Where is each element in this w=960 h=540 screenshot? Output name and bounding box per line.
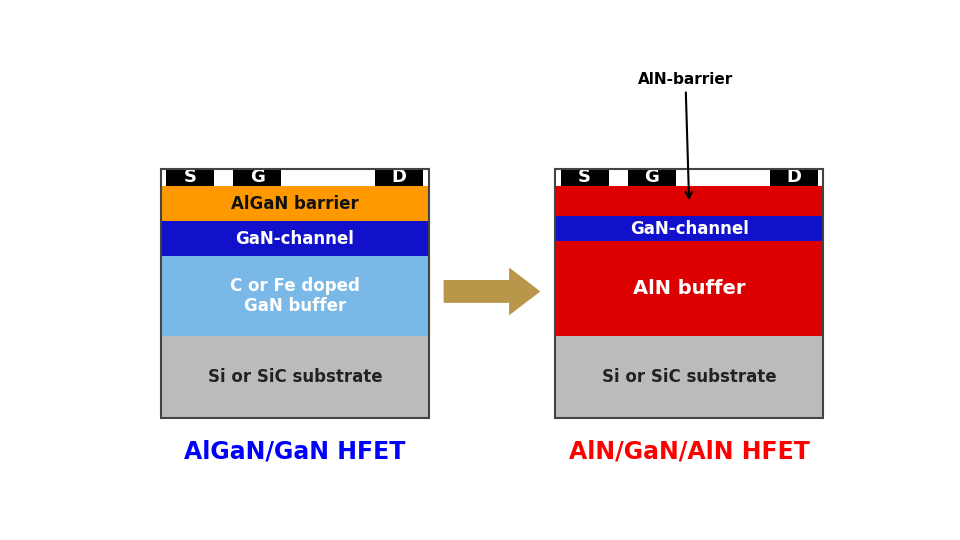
Bar xyxy=(161,168,429,418)
Text: AlN buffer: AlN buffer xyxy=(633,279,745,298)
Text: G: G xyxy=(250,168,265,186)
Bar xyxy=(561,169,609,186)
Text: Si or SiC substrate: Si or SiC substrate xyxy=(602,368,777,386)
Text: AlN-barrier: AlN-barrier xyxy=(637,72,733,198)
Bar xyxy=(375,168,423,186)
Bar xyxy=(161,336,429,418)
Text: Si or SiC substrate: Si or SiC substrate xyxy=(207,368,382,386)
Text: S: S xyxy=(578,168,591,186)
Text: D: D xyxy=(392,168,407,186)
Bar xyxy=(555,186,823,216)
Text: G: G xyxy=(644,168,660,186)
Text: AlN/GaN/AlN HFET: AlN/GaN/AlN HFET xyxy=(568,440,809,463)
Text: GaN-channel: GaN-channel xyxy=(630,220,749,238)
Bar xyxy=(233,168,281,186)
Text: GaN-channel: GaN-channel xyxy=(235,230,354,248)
Polygon shape xyxy=(444,267,540,315)
Bar xyxy=(555,216,823,241)
Bar xyxy=(161,221,429,256)
Text: C or Fe doped
GaN buffer: C or Fe doped GaN buffer xyxy=(229,276,360,315)
Bar xyxy=(770,169,818,186)
Bar xyxy=(161,186,429,221)
Bar xyxy=(555,241,823,336)
Bar xyxy=(166,168,214,186)
Text: S: S xyxy=(184,168,197,186)
Bar xyxy=(555,168,823,418)
Bar xyxy=(628,169,676,186)
Bar xyxy=(555,336,823,418)
Text: AlGaN barrier: AlGaN barrier xyxy=(231,195,359,213)
Bar xyxy=(161,256,429,336)
Text: AlGaN/GaN HFET: AlGaN/GaN HFET xyxy=(184,440,405,463)
Text: D: D xyxy=(786,168,801,186)
